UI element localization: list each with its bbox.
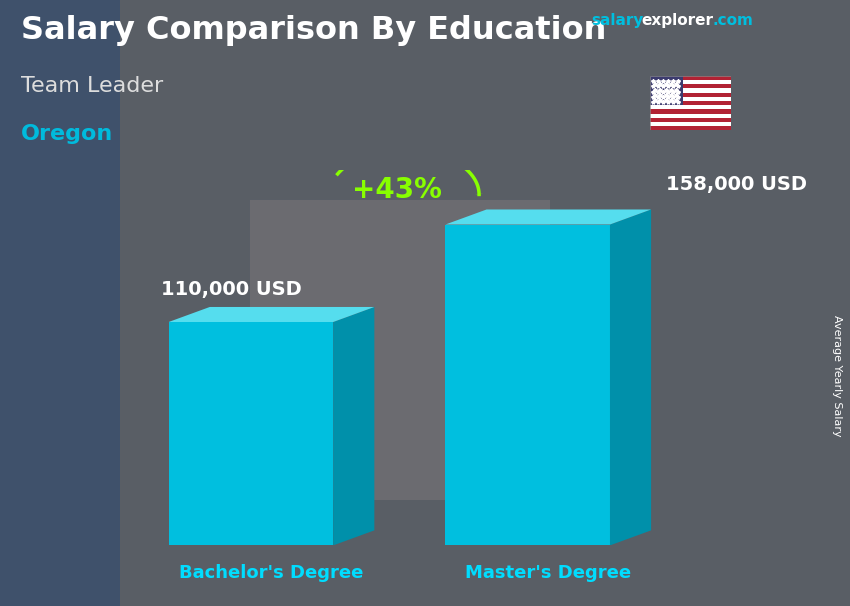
Bar <box>650 126 731 130</box>
Bar <box>650 118 731 122</box>
Bar <box>650 113 731 118</box>
Polygon shape <box>333 307 374 545</box>
Bar <box>650 109 731 113</box>
Polygon shape <box>445 210 651 224</box>
Bar <box>168 322 333 545</box>
Bar <box>650 76 683 105</box>
Bar <box>445 224 610 545</box>
Text: 158,000 USD: 158,000 USD <box>666 176 807 195</box>
Text: +43%: +43% <box>352 176 442 204</box>
Text: 110,000 USD: 110,000 USD <box>162 281 302 299</box>
Text: Salary Comparison By Education: Salary Comparison By Education <box>21 15 607 46</box>
Bar <box>650 88 731 93</box>
Text: Team Leader: Team Leader <box>21 76 163 96</box>
Text: Average Yearly Salary: Average Yearly Salary <box>832 315 842 436</box>
Text: Master's Degree: Master's Degree <box>465 564 632 582</box>
Text: .com: .com <box>712 13 753 28</box>
Bar <box>650 93 731 97</box>
Text: Bachelor's Degree: Bachelor's Degree <box>179 564 364 582</box>
Bar <box>650 97 731 101</box>
Polygon shape <box>168 307 374 322</box>
Bar <box>650 76 731 80</box>
Polygon shape <box>610 210 651 545</box>
Text: Oregon: Oregon <box>21 124 114 144</box>
Bar <box>650 84 731 88</box>
Bar <box>650 80 731 84</box>
Text: salary: salary <box>591 13 643 28</box>
Bar <box>650 122 731 126</box>
Bar <box>650 105 731 109</box>
Text: explorer: explorer <box>641 13 713 28</box>
Bar <box>650 101 731 105</box>
